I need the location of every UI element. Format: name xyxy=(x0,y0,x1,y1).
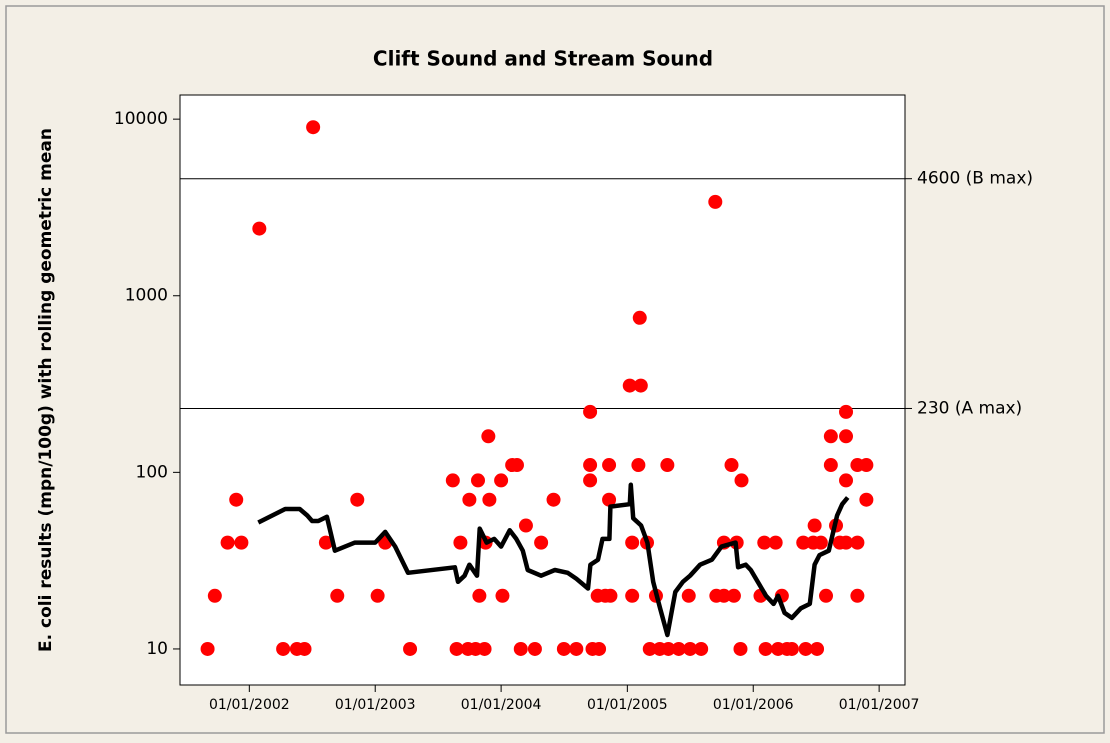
y-tick-label: 100 xyxy=(136,462,168,482)
data-point xyxy=(850,535,865,550)
data-point xyxy=(850,588,865,603)
data-point xyxy=(622,378,637,393)
data-point xyxy=(602,492,617,507)
data-point xyxy=(350,492,365,507)
data-point xyxy=(859,492,874,507)
data-point xyxy=(633,378,648,393)
data-point xyxy=(784,641,799,656)
data-point xyxy=(403,641,418,656)
data-point xyxy=(603,588,618,603)
data-point xyxy=(757,535,772,550)
reference-label: 4600 (B max) xyxy=(917,169,1033,189)
data-point xyxy=(807,518,822,533)
data-point xyxy=(494,473,509,488)
data-point xyxy=(220,535,235,550)
data-point xyxy=(276,641,291,656)
data-point xyxy=(592,641,607,656)
data-point xyxy=(726,588,741,603)
data-point xyxy=(625,588,640,603)
data-point xyxy=(796,535,811,550)
data-point xyxy=(839,473,854,488)
y-tick-label: 10 xyxy=(146,639,168,659)
data-point xyxy=(683,641,698,656)
data-point xyxy=(671,641,686,656)
data-point xyxy=(632,310,647,325)
data-point xyxy=(839,535,854,550)
data-point xyxy=(708,194,723,209)
data-point xyxy=(733,641,748,656)
data-point xyxy=(556,641,571,656)
data-point xyxy=(642,641,657,656)
data-point xyxy=(694,641,709,656)
chart-title: Clift Sound and Stream Sound xyxy=(373,47,713,71)
x-tick-label: 01/01/2005 xyxy=(587,697,668,713)
data-point xyxy=(234,535,249,550)
data-point xyxy=(813,535,828,550)
data-point xyxy=(252,221,267,236)
data-point xyxy=(370,588,385,603)
data-point xyxy=(509,458,524,473)
data-point xyxy=(481,429,496,444)
y-tick-label: 1000 xyxy=(125,286,168,306)
data-point xyxy=(798,641,813,656)
data-point xyxy=(823,458,838,473)
data-point xyxy=(661,641,676,656)
data-point xyxy=(462,492,477,507)
data-point xyxy=(518,518,533,533)
data-point xyxy=(583,458,598,473)
data-point xyxy=(716,588,731,603)
x-tick-label: 01/01/2007 xyxy=(839,697,920,713)
data-point xyxy=(839,404,854,419)
data-point xyxy=(453,535,468,550)
data-point xyxy=(583,473,598,488)
data-point xyxy=(569,641,584,656)
data-point xyxy=(200,641,215,656)
data-point xyxy=(472,588,487,603)
x-tick-label: 01/01/2002 xyxy=(209,697,290,713)
data-point xyxy=(471,473,486,488)
x-tick-label: 01/01/2003 xyxy=(335,697,416,713)
data-point xyxy=(546,492,561,507)
data-point xyxy=(768,535,783,550)
data-point xyxy=(758,641,773,656)
data-point xyxy=(513,641,528,656)
data-point xyxy=(534,535,549,550)
data-point xyxy=(859,458,874,473)
data-point xyxy=(207,588,222,603)
data-point xyxy=(631,458,646,473)
data-point xyxy=(297,641,312,656)
data-point xyxy=(602,458,617,473)
data-point xyxy=(527,641,542,656)
data-point xyxy=(330,588,345,603)
data-point xyxy=(681,588,696,603)
data-point xyxy=(229,492,244,507)
data-point xyxy=(495,588,510,603)
x-tick-label: 01/01/2006 xyxy=(713,697,794,713)
rolling-mean-line xyxy=(257,482,850,638)
data-point xyxy=(477,641,492,656)
data-point xyxy=(449,641,464,656)
y-axis-label: E. coli results (mpn/100g) with rolling … xyxy=(36,128,56,652)
data-point xyxy=(306,120,321,135)
data-point xyxy=(819,588,834,603)
data-point xyxy=(839,429,854,444)
data-point xyxy=(625,535,640,550)
data-point xyxy=(482,492,497,507)
reference-label: 230 (A max) xyxy=(917,398,1022,418)
data-point xyxy=(724,458,739,473)
x-tick-label: 01/01/2004 xyxy=(461,697,542,713)
plot-area xyxy=(179,94,906,686)
y-tick-label: 10000 xyxy=(114,109,168,129)
data-point xyxy=(810,641,825,656)
data-point xyxy=(823,429,838,444)
data-point xyxy=(734,473,749,488)
data-point xyxy=(660,458,675,473)
data-point xyxy=(318,535,333,550)
data-point xyxy=(583,404,598,419)
data-point xyxy=(445,473,460,488)
